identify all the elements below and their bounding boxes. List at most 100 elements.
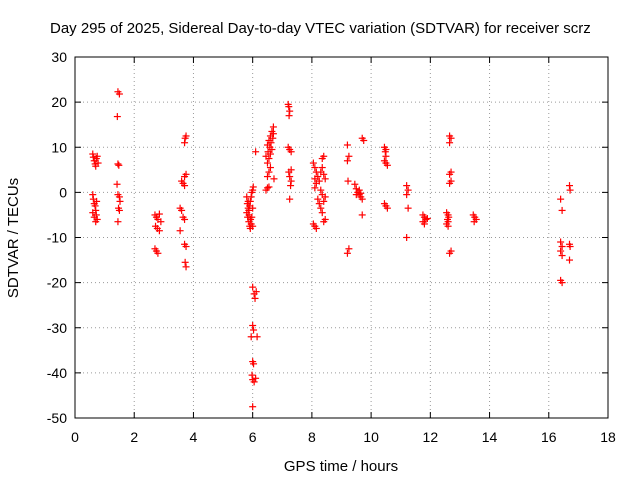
data-point [287,182,295,190]
data-point [270,175,278,183]
data-point [114,160,122,168]
data-point [403,234,411,241]
data-point [320,197,328,205]
data-point [252,374,260,382]
data-point [249,204,257,212]
data-point [318,209,326,217]
data-point [182,132,190,140]
data-point [446,179,454,187]
x-tick-label: 0 [71,429,79,445]
data-point [286,173,294,181]
x-tick-label: 4 [190,429,198,445]
data-point [383,204,391,212]
data-point [265,183,273,191]
data-point [113,113,121,121]
data-point [357,189,365,197]
data-point [250,360,258,368]
data-point [269,130,277,138]
data-point [312,224,320,232]
data-point [446,249,454,257]
y-tick-label: -10 [47,230,67,246]
data-point [264,148,272,156]
data-point [558,206,566,214]
x-tick-label: 8 [308,429,316,445]
data-point [404,186,412,194]
data-point [383,161,391,169]
data-point [94,159,102,167]
data-point [157,218,165,226]
data-point [287,148,295,156]
chart-title: Day 295 of 2025, Sidereal Day-to-day VTE… [50,20,591,37]
data-point [446,170,454,178]
data-point [178,206,186,214]
data-point [343,141,351,149]
data-point [320,152,328,160]
plot-frame [74,56,609,419]
data-point [447,134,455,142]
data-point [343,249,351,257]
tick-labels: 0 2 4 6 8 10 12 14 16 18 -50 -40 -30 -20 -10 0 10 20 30 [47,49,616,445]
data-point [382,152,390,160]
data-point [114,218,122,226]
data-point [89,153,97,161]
data-point [252,148,260,156]
data-point [344,177,352,185]
data-point [345,245,353,253]
data-point [321,175,329,183]
data-point [262,152,270,160]
data-point [154,249,162,257]
data-point [93,197,101,205]
data-point [566,243,574,251]
data-point [423,215,431,223]
data-point [249,283,257,291]
grid [75,57,608,418]
data-point [181,182,189,190]
data-point [403,182,411,190]
y-tick-label: 0 [59,184,67,200]
data-point [113,180,121,188]
x-axis-label: GPS time / hours [284,458,398,475]
data-point [312,179,320,187]
data-point [115,90,123,98]
data-point [176,227,184,235]
x-tick-label: 18 [600,429,616,445]
data-point [351,180,359,188]
data-point [404,204,412,212]
data-point [558,252,566,260]
data-point [155,227,163,235]
data-point [557,247,565,255]
data-point [345,152,353,160]
data-point [267,139,275,147]
data-point [311,184,319,192]
data-point [247,333,255,341]
data-point [557,238,565,246]
data-point [245,206,253,214]
y-tick-label: 30 [51,49,67,65]
x-tick-label: 2 [130,429,138,445]
data-point [249,403,257,411]
data-point [360,136,368,144]
data-point [244,197,252,205]
data-point [181,258,189,266]
x-tick-label: 12 [423,429,439,445]
data-point [355,186,363,194]
y-tick-label: -40 [47,365,67,381]
y-tick-label: -30 [47,320,67,336]
data-point [318,191,326,199]
data-point [446,139,454,147]
x-tick-label: 6 [249,429,257,445]
data-point [314,195,322,203]
data-point [352,185,360,193]
data-point [470,218,478,226]
data-point [309,159,317,167]
data-point [182,263,190,271]
data-point [263,173,271,181]
data-point [286,195,294,203]
data-point [315,200,323,208]
data-point [249,222,257,230]
data-point [403,191,411,199]
data-point [93,152,101,160]
x-tick-label: 10 [363,429,379,445]
data-point [287,166,295,174]
